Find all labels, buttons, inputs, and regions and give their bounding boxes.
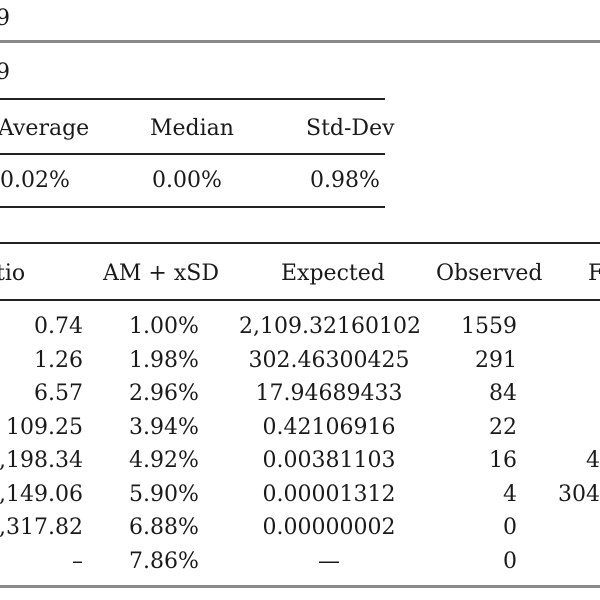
cell-observed: 22: [489, 414, 517, 440]
summary-value-median: 0.00%: [152, 168, 222, 193]
title-fragment: 9: [0, 6, 10, 31]
summary-value-average: 0.02%: [0, 168, 70, 193]
cell-am-xsd: 7.86%: [129, 548, 199, 574]
cell-expected: 0.00000002: [262, 515, 396, 540]
cell-ratio: ,198.34: [0, 448, 83, 473]
cell-observed: 16: [489, 448, 517, 473]
title-rule: [0, 40, 600, 43]
cell-expected: 0.42106916: [262, 414, 396, 440]
cell-expected: —: [318, 548, 340, 574]
cell-ratio: –: [72, 548, 83, 574]
cell-am-xsd: 5.90%: [129, 481, 199, 507]
cell-observed: 0: [503, 548, 517, 574]
summary-header-median: Median: [150, 116, 234, 141]
cell-observed: 0: [503, 515, 517, 540]
cell-expected: 2,109.32160102: [239, 314, 421, 339]
summary-header-average: Average: [0, 116, 90, 141]
cell-expected: 0.00001312: [262, 481, 396, 507]
cell-expected: 17.94689433: [255, 381, 403, 406]
cell-am-xsd: 6.88%: [129, 515, 199, 540]
cell-extra: 4: [586, 448, 600, 473]
cell-ratio: ,317.82: [0, 515, 83, 540]
summary-mid-rule: [0, 153, 385, 155]
summary-label-fragment: 9: [0, 60, 10, 85]
cell-observed: 84: [489, 381, 517, 406]
cell-extra: 304: [558, 481, 600, 507]
col-header-expected: Expected: [281, 261, 385, 286]
cell-ratio: 109.25: [6, 414, 83, 440]
summary-value-stddev: 0.98%: [310, 168, 380, 193]
summary-top-rule: [0, 98, 385, 100]
col-header-ratio: tio: [0, 261, 26, 286]
cell-am-xsd: 2.96%: [129, 381, 199, 406]
cell-observed: 1559: [461, 314, 517, 339]
cell-ratio: 6.57: [34, 381, 83, 406]
cell-expected: 302.46300425: [248, 347, 410, 373]
summary-header-stddev: Std-Dev: [306, 116, 395, 141]
cell-ratio: 0.74: [34, 314, 83, 339]
cell-observed: 291: [475, 347, 517, 373]
summary-bottom-rule: [0, 206, 385, 208]
cell-am-xsd: 1.00%: [129, 314, 199, 339]
col-header-extra: F: [588, 261, 600, 286]
col-header-observed: Observed: [436, 261, 543, 286]
cell-observed: 4: [503, 481, 517, 507]
cell-expected: 0.00381103: [262, 448, 396, 473]
table-bottom-rule: [0, 585, 600, 588]
table-top-rule: [0, 242, 600, 244]
cell-am-xsd: 1.98%: [129, 347, 199, 373]
cell-ratio: ,149.06: [0, 481, 83, 507]
cell-am-xsd: 4.92%: [129, 448, 199, 473]
cell-am-xsd: 3.94%: [129, 414, 199, 440]
table-header-rule: [0, 299, 600, 301]
col-header-am-xsd: AM + xSD: [103, 261, 219, 286]
cell-ratio: 1.26: [34, 347, 83, 373]
